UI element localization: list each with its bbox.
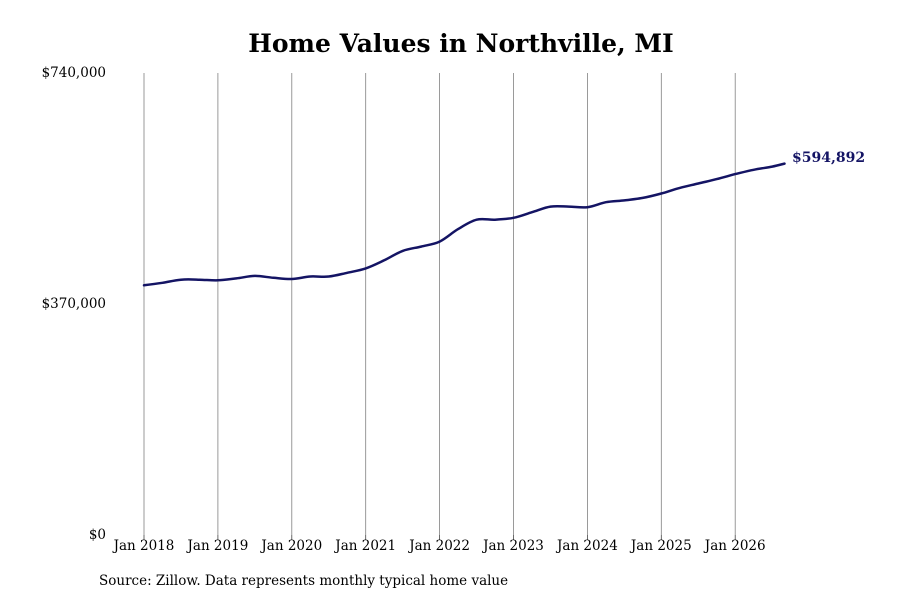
end-value-label: $594,892 <box>792 150 865 166</box>
gridlines <box>143 73 736 535</box>
series-layer <box>142 162 786 287</box>
series-line-0 <box>142 162 786 287</box>
chart-title: Home Values in Northville, MI <box>248 29 674 58</box>
x-tick-label: Jan 2023 <box>481 538 544 554</box>
x-tick-label: Jan 2026 <box>703 538 766 554</box>
x-tick-label: Jan 2019 <box>185 538 248 554</box>
x-tick-label: Jan 2020 <box>259 538 322 554</box>
x-axis-ticks: Jan 2018 Jan 2019 Jan 2020 Jan 2021 Jan 2022… <box>112 535 766 554</box>
x-tick-label: Jan 2024 <box>555 538 618 554</box>
y-tick-label: $740,000 <box>42 65 106 81</box>
x-tick-label: Jan 2025 <box>629 538 692 554</box>
x-tick-label: Jan 2021 <box>333 538 396 554</box>
y-tick-label: $370,000 <box>42 296 106 312</box>
y-axis-ticks: $0 $370,000 $740,000 <box>42 65 106 543</box>
x-tick-label: Jan 2018 <box>112 538 175 554</box>
y-tick-label: $0 <box>89 527 106 543</box>
source-note: Source: Zillow. Data represents monthly … <box>99 573 509 589</box>
x-tick-label: Jan 2022 <box>407 538 470 554</box>
